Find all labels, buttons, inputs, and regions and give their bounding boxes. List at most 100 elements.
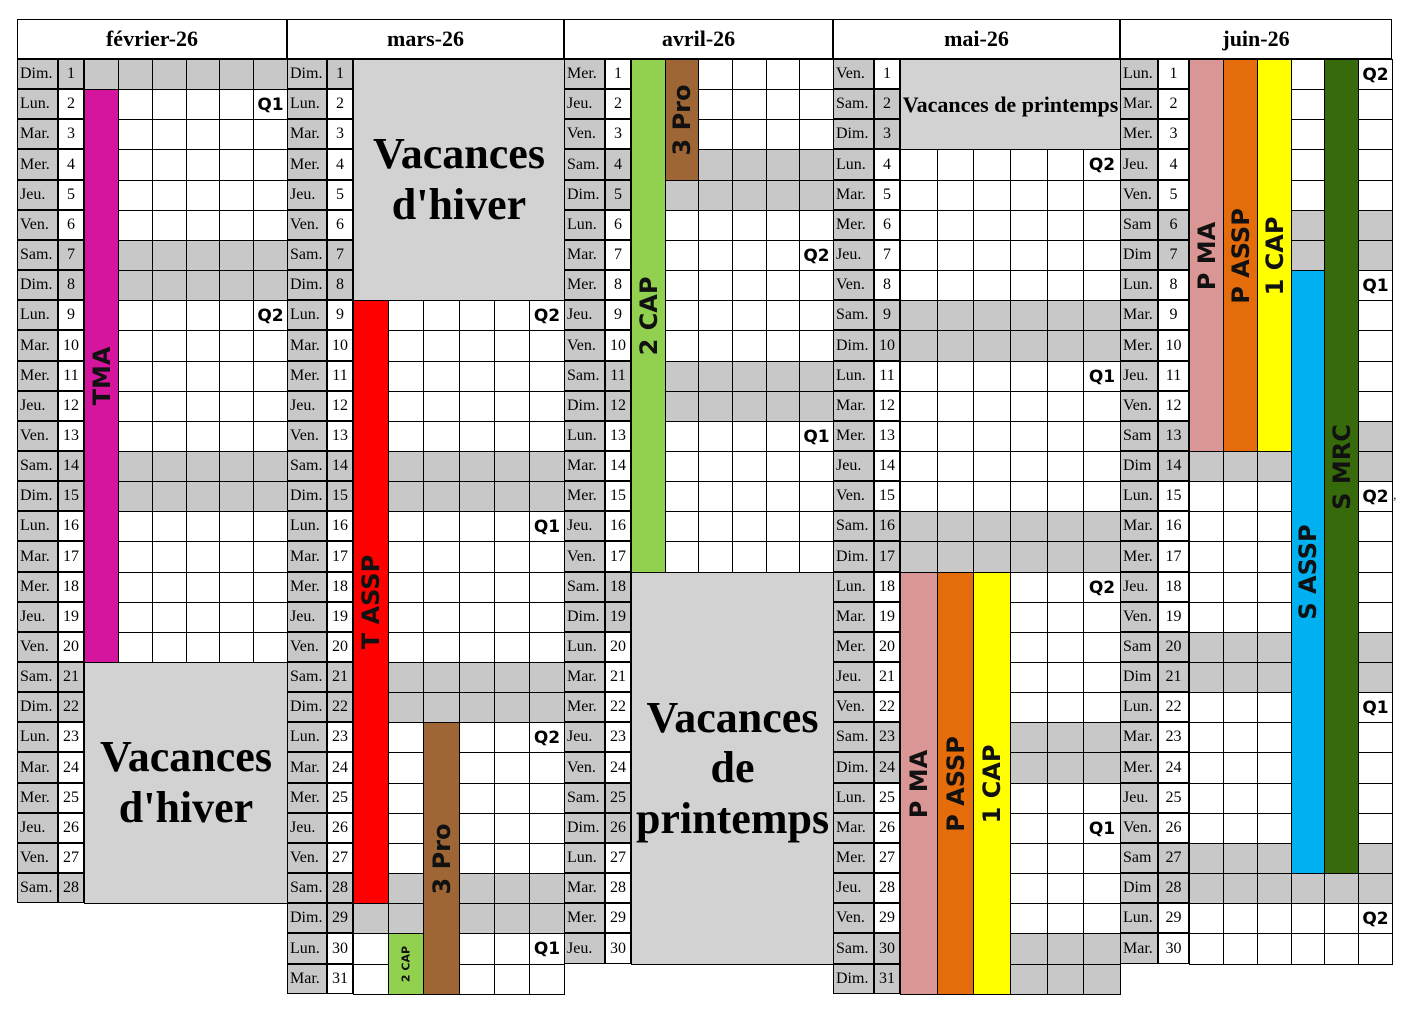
schedule-cell: [186, 361, 220, 392]
schedule-cell: [1010, 541, 1048, 573]
schedule-cell: [219, 240, 254, 271]
schedule-cell: [1189, 873, 1224, 904]
schedule-cell: [1010, 300, 1048, 331]
course-bar: 2 CAP: [631, 59, 666, 573]
day-number: 27: [605, 843, 631, 873]
schedule-cell: [1010, 330, 1048, 362]
schedule-cell: [186, 149, 220, 181]
day-name: Sam.: [287, 240, 327, 270]
course-bar: P MA: [900, 572, 938, 995]
day-number: 17: [327, 541, 353, 572]
schedule-cell: [253, 149, 288, 181]
day-name: Jeu.: [833, 451, 874, 481]
day-number: 4: [605, 149, 631, 180]
schedule-cell: [186, 632, 220, 663]
day-number: 30: [605, 933, 631, 964]
quiz-tag: Q2: [529, 300, 565, 331]
day-number: 26: [605, 813, 631, 843]
day-name: Jeu.: [287, 602, 327, 632]
day-name: Sam.: [564, 149, 605, 180]
day-number: 14: [1158, 451, 1189, 481]
schedule-cell: [1083, 541, 1121, 573]
day-name: Lun.: [833, 572, 874, 602]
day-name: Sam: [1120, 210, 1158, 240]
day-number: 28: [874, 873, 900, 903]
schedule-cell: [665, 451, 699, 482]
schedule-cell: [766, 511, 800, 542]
schedule-cell: [219, 210, 254, 241]
schedule-cell: [1189, 722, 1224, 753]
schedule-cell: [766, 210, 800, 241]
day-number: 10: [58, 330, 84, 361]
day-number: 24: [58, 752, 84, 783]
schedule-cell: [698, 481, 733, 512]
schedule-cell: [900, 451, 938, 482]
day-number: 21: [58, 662, 84, 692]
day-number: 20: [58, 632, 84, 662]
schedule-cell: [253, 481, 288, 512]
schedule-cell: [1083, 602, 1121, 633]
schedule-cell: [423, 511, 460, 542]
day-name: Jeu.: [287, 180, 327, 210]
day-number: 12: [58, 391, 84, 421]
schedule-cell: [1047, 210, 1084, 241]
schedule-cell: [529, 692, 565, 723]
schedule-cell: [529, 361, 565, 392]
schedule-cell: [799, 391, 834, 422]
course-bar: 1 CAP: [973, 572, 1011, 995]
schedule-cell: [459, 451, 495, 482]
day-number: 22: [58, 692, 84, 722]
schedule-cell: [353, 933, 389, 965]
day-number: 19: [327, 602, 353, 632]
schedule-cell: [494, 752, 530, 784]
day-number: 17: [58, 541, 84, 572]
schedule-cell: [698, 210, 733, 241]
course-bar-label: P ASSP: [941, 735, 970, 832]
day-number: 13: [605, 421, 631, 451]
schedule-cell: [799, 541, 834, 573]
day-name: Dim.: [287, 692, 327, 722]
schedule-cell: [253, 602, 288, 633]
schedule-cell: [1189, 903, 1224, 934]
day-name: Mer.: [17, 149, 58, 180]
day-name: Jeu.: [1120, 149, 1158, 180]
schedule-cell: [1010, 240, 1048, 271]
day-name: Ven.: [287, 421, 327, 451]
schedule-cell: [732, 421, 767, 452]
schedule-cell: [186, 421, 220, 452]
schedule-cell: [665, 361, 699, 392]
schedule-cell: [494, 361, 530, 392]
day-number: 16: [605, 511, 631, 541]
schedule-cell: [388, 722, 424, 753]
day-name: Mar.: [833, 391, 874, 421]
day-name: Dim.: [17, 481, 58, 511]
day-number: 16: [327, 511, 353, 541]
schedule-cell: [1223, 451, 1258, 482]
schedule-cell: [494, 903, 530, 934]
day-number: 20: [874, 632, 900, 662]
day-name: Ven.: [833, 270, 874, 300]
day-number: 1: [874, 59, 900, 89]
day-name: Jeu.: [287, 813, 327, 843]
schedule-cell: [353, 903, 389, 934]
schedule-cell: [219, 330, 254, 362]
schedule-cell: [1047, 964, 1084, 995]
day-name: Mer.: [17, 572, 58, 602]
schedule-cell: [253, 270, 288, 301]
day-number: 19: [874, 602, 900, 632]
course-bar-label: TMA: [87, 346, 116, 406]
quiz-tag: Q1: [1083, 361, 1121, 392]
schedule-cell: [1291, 873, 1325, 904]
schedule-cell: [529, 964, 565, 995]
day-name: Mer.: [1120, 752, 1158, 783]
day-name: Sam.: [564, 572, 605, 602]
day-name: Jeu.: [564, 933, 605, 964]
schedule-cell: [388, 300, 424, 331]
schedule-cell: [665, 240, 699, 271]
schedule-cell: [1189, 602, 1224, 633]
course-bar-label: S MRC: [1327, 423, 1356, 510]
vacation-block: Vacances de printemps: [900, 59, 1121, 150]
schedule-cell: [152, 421, 187, 452]
schedule-cell: [766, 361, 800, 392]
schedule-cell: [900, 240, 938, 271]
